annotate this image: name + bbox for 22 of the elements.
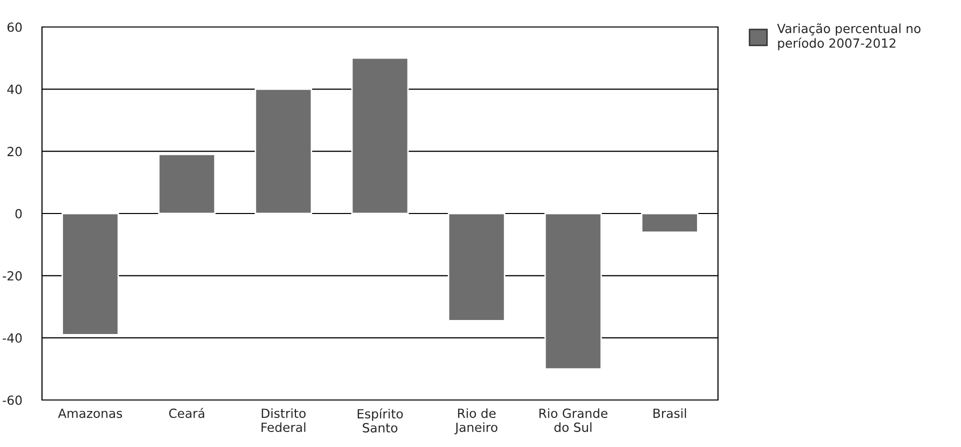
y-tick-label: 60 bbox=[8, 22, 22, 32]
bar bbox=[544, 212, 602, 370]
x-tick-label: Rio de Janeiro bbox=[454, 408, 498, 434]
x-tick-label: Espírito Santo bbox=[358, 408, 403, 433]
x-tick-label: Amazonas bbox=[58, 408, 122, 418]
y-tick-label: -40 bbox=[2, 333, 22, 343]
x-tick-label: Distrito Federal bbox=[262, 408, 306, 432]
y-tick-label: -60 bbox=[2, 395, 22, 405]
bar bbox=[351, 57, 409, 214]
bar bbox=[158, 154, 216, 214]
x-tick-label: Rio Grande do Sul bbox=[539, 408, 608, 432]
legend-label: Variação percentual no período 2007-2012 bbox=[777, 23, 920, 50]
x-tick-label: Ceará bbox=[169, 408, 204, 418]
bar bbox=[62, 212, 119, 336]
y-tick-label: 20 bbox=[8, 146, 22, 156]
y-tick-label: 0 bbox=[15, 208, 22, 218]
bar bbox=[254, 88, 312, 214]
bar bbox=[641, 212, 698, 233]
y-tick-label: 40 bbox=[7, 84, 22, 94]
x-tick-label: Brasil bbox=[654, 408, 686, 418]
y-tick-label: -20 bbox=[2, 271, 22, 281]
bar bbox=[448, 212, 506, 322]
